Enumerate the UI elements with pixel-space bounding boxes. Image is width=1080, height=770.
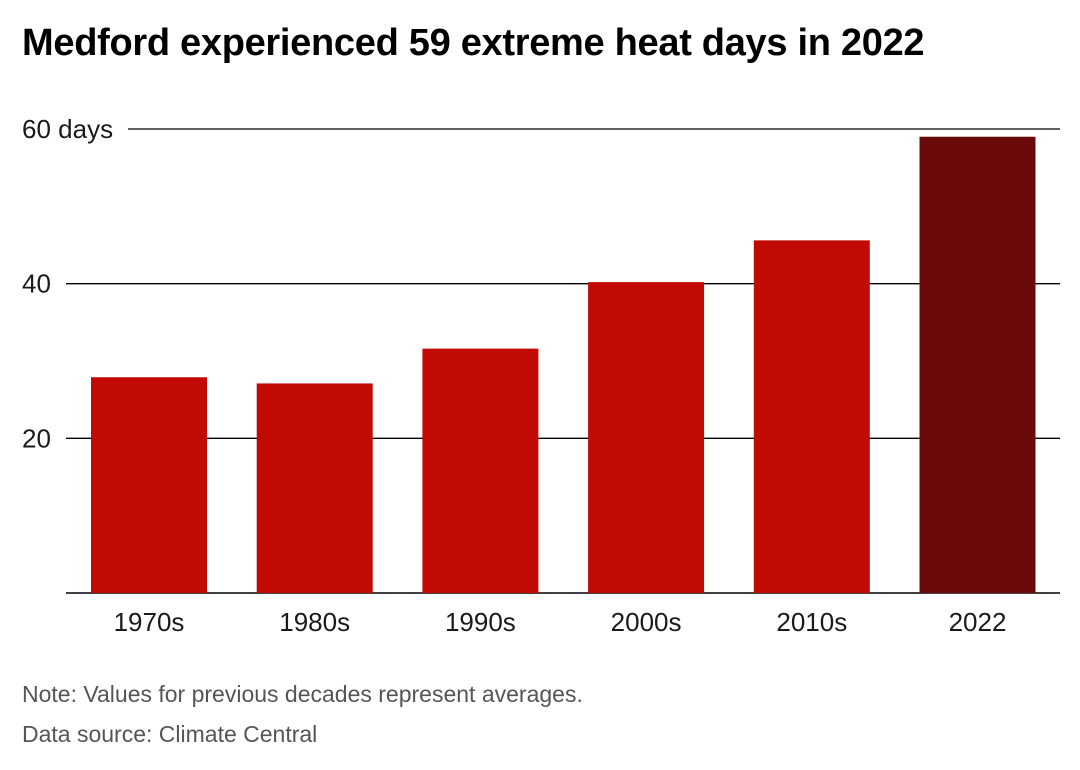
x-tick-label: 1980s xyxy=(279,607,350,637)
bar-2010s xyxy=(753,240,870,594)
data-source: Data source: Climate Central xyxy=(22,721,318,747)
bar-2022 xyxy=(919,136,1036,593)
y-tick-label: 40 xyxy=(22,269,51,299)
bar-2000s xyxy=(588,282,705,593)
gridlines xyxy=(66,128,1060,594)
bar-1980s xyxy=(256,383,373,593)
x-tick-label: 2010s xyxy=(776,607,847,637)
chart-title: Medford experienced 59 extreme heat days… xyxy=(22,22,925,64)
bars xyxy=(91,136,1036,594)
y-tick-label: 60 days xyxy=(22,114,113,144)
x-tick-label: 2000s xyxy=(611,607,682,637)
x-tick-label: 2022 xyxy=(949,607,1007,637)
chart-note: Note: Values for previous decades repres… xyxy=(22,681,583,707)
y-tick-label: 20 xyxy=(22,423,51,453)
bar-1990s xyxy=(422,348,539,593)
axis-labels: 20 40 60 days 1970s 1980s 1990s 2000s 2010s 2022 xyxy=(22,114,1006,637)
bar-1970s xyxy=(91,377,207,593)
x-tick-label: 1990s xyxy=(445,607,516,637)
x-tick-label: 1970s xyxy=(114,607,185,637)
bar-chart: 20 40 60 days 1970s 1980s 1990s 2000s 2010s 2022 xyxy=(22,114,1060,637)
